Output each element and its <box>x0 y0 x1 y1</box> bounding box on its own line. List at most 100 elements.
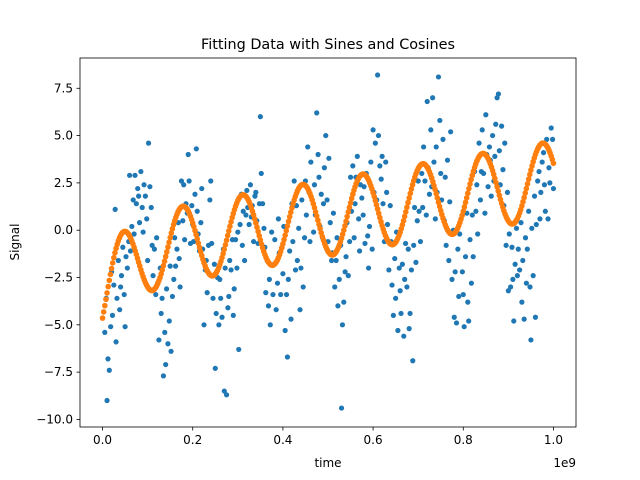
data-point-398 <box>550 185 557 192</box>
fit-point-4 <box>104 290 110 296</box>
data-point-13 <box>117 307 123 313</box>
data-point-396 <box>548 125 554 131</box>
data-point-358 <box>505 288 511 294</box>
data-point-201 <box>329 257 335 264</box>
fit-point-57 <box>164 249 170 255</box>
data-point-26 <box>131 231 137 237</box>
data-point-397 <box>549 136 556 142</box>
data-point-61 <box>171 276 177 282</box>
fit-series <box>99 140 557 321</box>
data-point-237 <box>369 246 375 252</box>
fit-point-3 <box>103 296 109 303</box>
fit-point-272 <box>406 195 412 201</box>
fit-point-191 <box>315 217 321 224</box>
data-point-332 <box>476 140 482 146</box>
data-point-102 <box>217 276 223 282</box>
data-point-104 <box>219 314 225 320</box>
fit-point-55 <box>161 258 168 265</box>
fit-point-380 <box>528 167 534 173</box>
y-tick-label-5: 2.5 <box>54 176 73 190</box>
data-point-5 <box>108 324 114 330</box>
data-point-14 <box>117 284 124 290</box>
data-point-112 <box>228 267 234 273</box>
fit-point-373 <box>520 198 526 205</box>
data-point-185 <box>310 229 317 235</box>
data-point-226 <box>356 248 363 254</box>
data-point-204 <box>332 284 338 290</box>
fit-point-214 <box>340 227 347 234</box>
fit-point-322 <box>462 199 469 206</box>
data-point-70 <box>181 182 187 188</box>
data-point-341 <box>486 144 493 150</box>
data-point-375 <box>524 246 530 252</box>
data-point-382 <box>532 314 539 320</box>
fit-point-83 <box>193 231 199 238</box>
data-point-141 <box>261 225 267 231</box>
data-point-212 <box>341 299 347 305</box>
data-point-42 <box>149 242 155 248</box>
data-point-243 <box>375 132 382 139</box>
data-point-98 <box>212 365 218 371</box>
data-point-147 <box>267 322 273 328</box>
data-point-11 <box>114 295 120 301</box>
data-point-353 <box>500 167 506 173</box>
data-point-12 <box>115 257 121 264</box>
data-point-255 <box>389 282 395 288</box>
fit-point-297 <box>434 195 441 201</box>
data-point-197 <box>324 197 330 203</box>
data-point-391 <box>542 208 548 214</box>
data-point-93 <box>207 197 213 203</box>
fit-point-269 <box>402 209 409 215</box>
data-point-43 <box>150 273 156 279</box>
data-point-336 <box>480 170 487 177</box>
data-point-173 <box>297 307 303 313</box>
data-point-123 <box>240 208 246 214</box>
data-point-39 <box>145 140 152 146</box>
data-point-94 <box>208 178 214 184</box>
data-point-378 <box>528 337 534 343</box>
fit-point-244 <box>374 206 381 212</box>
data-point-311 <box>452 269 458 275</box>
data-point-288 <box>426 191 433 197</box>
data-point-365 <box>513 225 520 231</box>
data-point-318 <box>460 291 466 298</box>
data-point-3 <box>105 356 111 362</box>
data-point-390 <box>541 182 548 188</box>
data-point-283 <box>420 144 427 150</box>
data-point-359 <box>506 231 512 237</box>
data-point-384 <box>535 178 541 184</box>
y-tick-label-1: −7.5 <box>44 365 73 379</box>
fit-point-9 <box>109 260 116 266</box>
data-point-303 <box>443 242 449 248</box>
data-point-338 <box>483 112 489 118</box>
data-point-308 <box>449 276 455 282</box>
data-point-29 <box>135 185 141 192</box>
data-point-297 <box>437 117 443 124</box>
data-point-208 <box>336 276 342 282</box>
data-point-140 <box>260 201 266 207</box>
fit-point-326 <box>467 181 473 187</box>
data-point-310 <box>451 314 457 320</box>
data-point-213 <box>342 269 348 275</box>
y-tick-label-3: −2.5 <box>44 271 73 285</box>
fit-point-2 <box>102 302 108 309</box>
data-point-346 <box>492 153 498 159</box>
data-point-10 <box>113 339 119 345</box>
fit-point-379 <box>526 171 533 178</box>
data-point-240 <box>372 140 378 146</box>
data-point-294 <box>433 144 439 150</box>
chart-title: Fitting Data with Sines and Cosines <box>201 37 455 53</box>
data-point-380 <box>530 273 536 279</box>
fit-point-217 <box>344 213 350 220</box>
data-point-362 <box>510 276 516 282</box>
y-tick-label-2: −5.0 <box>44 318 73 332</box>
data-point-196 <box>323 132 329 139</box>
fit-point-375 <box>522 190 529 196</box>
data-point-180 <box>305 144 311 150</box>
data-point-110 <box>226 293 232 300</box>
data-point-217 <box>347 238 353 245</box>
data-point-174 <box>298 265 304 271</box>
data-point-245 <box>378 176 384 182</box>
data-point-246 <box>379 153 385 159</box>
